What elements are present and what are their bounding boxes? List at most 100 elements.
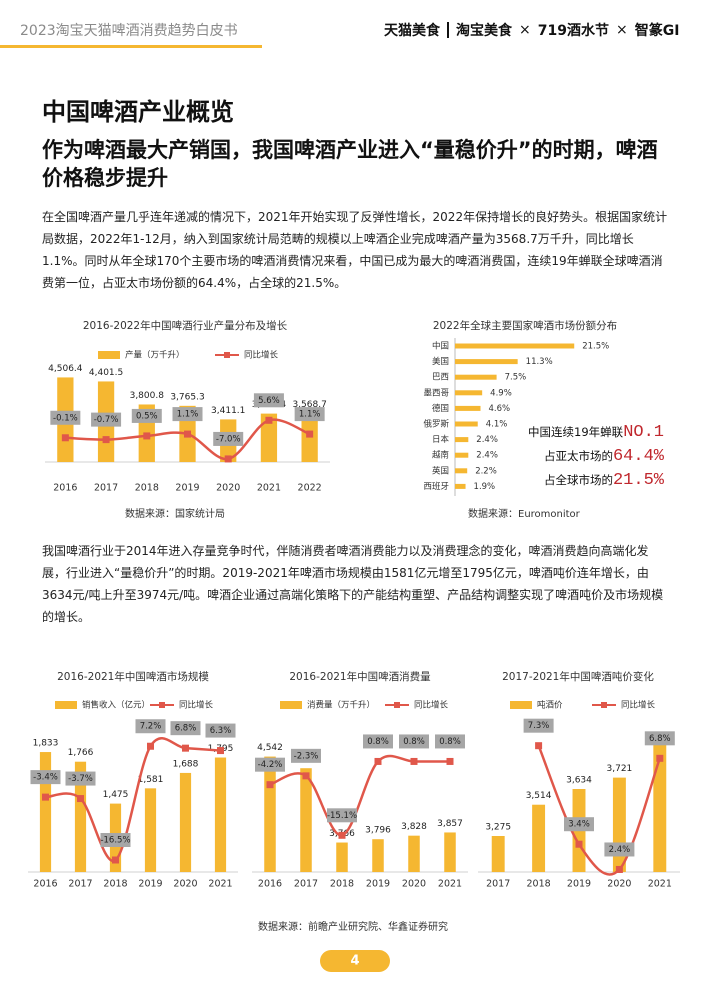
annotation-text: 占全球市场的 xyxy=(544,473,613,487)
bar-value-label: 2.2% xyxy=(475,466,497,476)
line-label-box xyxy=(255,757,285,772)
line-marker xyxy=(77,795,84,803)
line-label-box xyxy=(50,410,81,425)
legend-swatch xyxy=(55,701,77,709)
line-value-label: 6.8% xyxy=(175,724,197,734)
line-label-box xyxy=(65,771,96,786)
bar-value-label: 1,581 xyxy=(138,775,164,785)
annotation-highlight: 21.5% xyxy=(613,471,665,490)
line-marker xyxy=(143,432,151,440)
line-layer: -0.1% -0.7% 0.5% 1.1% -7.0% 5.6% 1.1% xyxy=(50,393,325,463)
annotation: 占全球市场的21.5% xyxy=(544,471,665,490)
line-marker xyxy=(224,455,232,463)
line-label-box xyxy=(523,718,554,733)
y-tick-label: 日本 xyxy=(432,434,450,445)
bar xyxy=(372,839,384,872)
x-tick-label: 2022 xyxy=(298,483,322,494)
logo: 智篆GI xyxy=(634,23,680,39)
annotation-highlight: NO.1 xyxy=(623,423,664,442)
line-value-label: -3.7% xyxy=(68,774,93,784)
line-value-label: 3.4% xyxy=(568,820,590,830)
x-tick-label: 2016 xyxy=(258,879,282,890)
bar xyxy=(39,752,52,872)
page-number: 4 xyxy=(350,954,359,969)
line-value-label: 6.8% xyxy=(649,734,671,744)
bar xyxy=(653,744,667,872)
page-title: 中国啤酒产业概览 xyxy=(42,98,234,126)
line-marker xyxy=(217,747,224,755)
source: 数据来源：前瞻产业研究院、华鑫证券研究 xyxy=(258,922,448,933)
bar-value-label: 4.9% xyxy=(490,388,512,398)
line-marker xyxy=(266,781,274,789)
logo-separator: × xyxy=(519,22,531,38)
chart-title: 2022年全球主要国家啤酒市场份额分布 xyxy=(433,319,617,332)
line-marker xyxy=(182,744,189,752)
bar xyxy=(455,343,575,349)
line-label-box xyxy=(435,734,465,749)
logo: 天猫美食 xyxy=(384,23,440,39)
annotation-highlight: 64.4% xyxy=(613,447,665,466)
line-marker xyxy=(656,754,664,762)
x-tick-label: 2020 xyxy=(607,879,631,890)
x-tick-label: 2018 xyxy=(135,483,159,494)
growth-line xyxy=(537,745,661,876)
bar-value-label: 4.6% xyxy=(489,404,511,414)
line-value-label: -0.7% xyxy=(94,415,119,425)
x-tick-label: 2021 xyxy=(257,483,281,494)
bar xyxy=(491,836,505,872)
line-marker xyxy=(147,742,154,750)
bar xyxy=(300,768,312,872)
line-label-box xyxy=(291,748,321,763)
line-value-label: -4.2% xyxy=(258,760,283,770)
bar-value-label: 3,800.8 xyxy=(130,391,165,401)
legend-label: 同比增长 xyxy=(244,350,279,361)
bar-value-label: 3,411.1 xyxy=(211,406,245,416)
header-logos: 天猫美食 淘宝美食 × 719酒水节 × 智篆GI xyxy=(384,19,710,41)
line-label-box xyxy=(172,407,203,422)
bar-value-label: 3,275 xyxy=(485,823,511,833)
legend-swatch xyxy=(510,701,532,709)
bar xyxy=(74,761,87,872)
line-marker xyxy=(265,416,273,424)
line-marker xyxy=(61,434,69,442)
x-tick-label: 2018 xyxy=(103,879,127,890)
line-label-box xyxy=(100,833,131,847)
bar-value-label: 2.4% xyxy=(476,451,498,461)
bar xyxy=(408,835,420,872)
x-tick-label: 2020 xyxy=(173,879,197,890)
y-tick-label: 英国 xyxy=(432,465,449,476)
line-marker xyxy=(306,430,314,438)
y-tick-label: 越南 xyxy=(432,450,449,461)
line-marker xyxy=(535,742,543,750)
line-value-label: -3.4% xyxy=(33,773,58,783)
bar-value-label: 2.4% xyxy=(476,435,498,445)
bar-value-label: 1,766 xyxy=(68,748,94,758)
bar-value-label: 1.9% xyxy=(474,482,496,492)
legend-label: 消费量（万千升） xyxy=(307,700,375,711)
x-tick-label: 2017 xyxy=(68,879,92,890)
bar xyxy=(455,483,466,489)
x-tick-label: 2018 xyxy=(527,879,551,890)
line-marker xyxy=(102,436,110,444)
x-tick-label: 2016 xyxy=(33,879,57,890)
chart-title: 2017-2021年中国啤酒吨价变化 xyxy=(502,670,654,683)
line-marker xyxy=(446,757,454,765)
legend-label: 产量（万千升） xyxy=(125,350,185,361)
bar xyxy=(260,413,278,462)
bar xyxy=(455,405,481,411)
line-label-box xyxy=(399,734,429,749)
bar xyxy=(612,777,626,872)
line-value-label: 1.1% xyxy=(299,410,321,420)
logo-divider xyxy=(447,22,449,38)
bar-value-label: 1,688 xyxy=(173,759,199,769)
bar xyxy=(455,452,469,458)
line-value-label: 7.2% xyxy=(140,722,162,732)
x-tick-label: 2021 xyxy=(208,879,232,890)
bar xyxy=(455,359,518,365)
header-title: 2023淘宝天猫啤酒消费趋势白皮书 xyxy=(20,23,238,39)
chart-title: 2016-2022年中国啤酒行业产量分布及增长 xyxy=(83,319,288,332)
x-tick-label: 2019 xyxy=(138,879,162,890)
line-marker xyxy=(575,840,583,848)
bar-value-label: 3,514 xyxy=(526,791,552,801)
bar-value-label: 3,828 xyxy=(401,822,427,832)
